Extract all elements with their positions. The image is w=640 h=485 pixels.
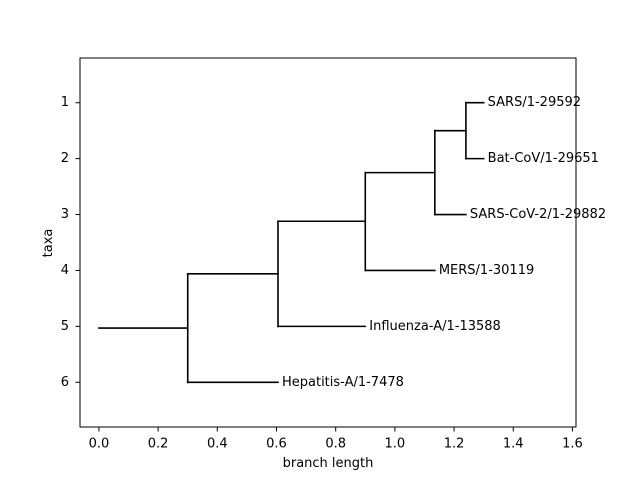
leaf-label-3: MERS/1-30119 — [439, 263, 534, 278]
x-tick-label-4: 0.8 — [325, 437, 346, 452]
x-axis-label: branch length — [283, 456, 374, 471]
plot-frame — [79, 57, 577, 428]
y-tick-label-5: 6 — [61, 375, 69, 390]
leaf-label-4: Influenza-A/1-13588 — [369, 319, 501, 334]
leaf-label-0: SARS/1-29592 — [488, 95, 581, 110]
leaf-label-1: Bat-CoV/1-29651 — [488, 151, 599, 166]
tree-branches — [98, 101, 485, 384]
x-axis-ticks: 0.0 0.2 0.4 0.6 0.8 1.0 1.2 1.4 1.6 — [89, 426, 583, 452]
y-tick-label-4: 5 — [61, 319, 69, 334]
x-tick-label-0: 0.0 — [89, 437, 110, 452]
leaf-label-5: Hepatitis-A/1-7478 — [282, 375, 404, 390]
x-tick-label-2: 0.4 — [207, 437, 228, 452]
x-tick-label-7: 1.4 — [503, 437, 524, 452]
x-tick-label-1: 0.2 — [148, 437, 169, 452]
x-tick-label-6: 1.2 — [444, 437, 465, 452]
y-tick-label-0: 1 — [61, 95, 69, 110]
x-tick-label-5: 1.0 — [385, 437, 406, 452]
y-axis-label: taxa — [41, 229, 56, 258]
x-tick-label-8: 1.6 — [562, 437, 583, 452]
y-axis-ticks: 1 2 3 4 5 6 — [61, 95, 81, 390]
y-tick-label-1: 2 — [61, 151, 69, 166]
leaf-labels: SARS/1-29592 Bat-CoV/1-29651 SARS-CoV-2/1-… — [282, 95, 606, 390]
y-tick-label-3: 4 — [61, 263, 69, 278]
y-tick-label-2: 3 — [61, 207, 69, 222]
x-tick-label-3: 0.6 — [266, 437, 287, 452]
leaf-label-2: SARS-CoV-2/1-29882 — [470, 207, 606, 222]
